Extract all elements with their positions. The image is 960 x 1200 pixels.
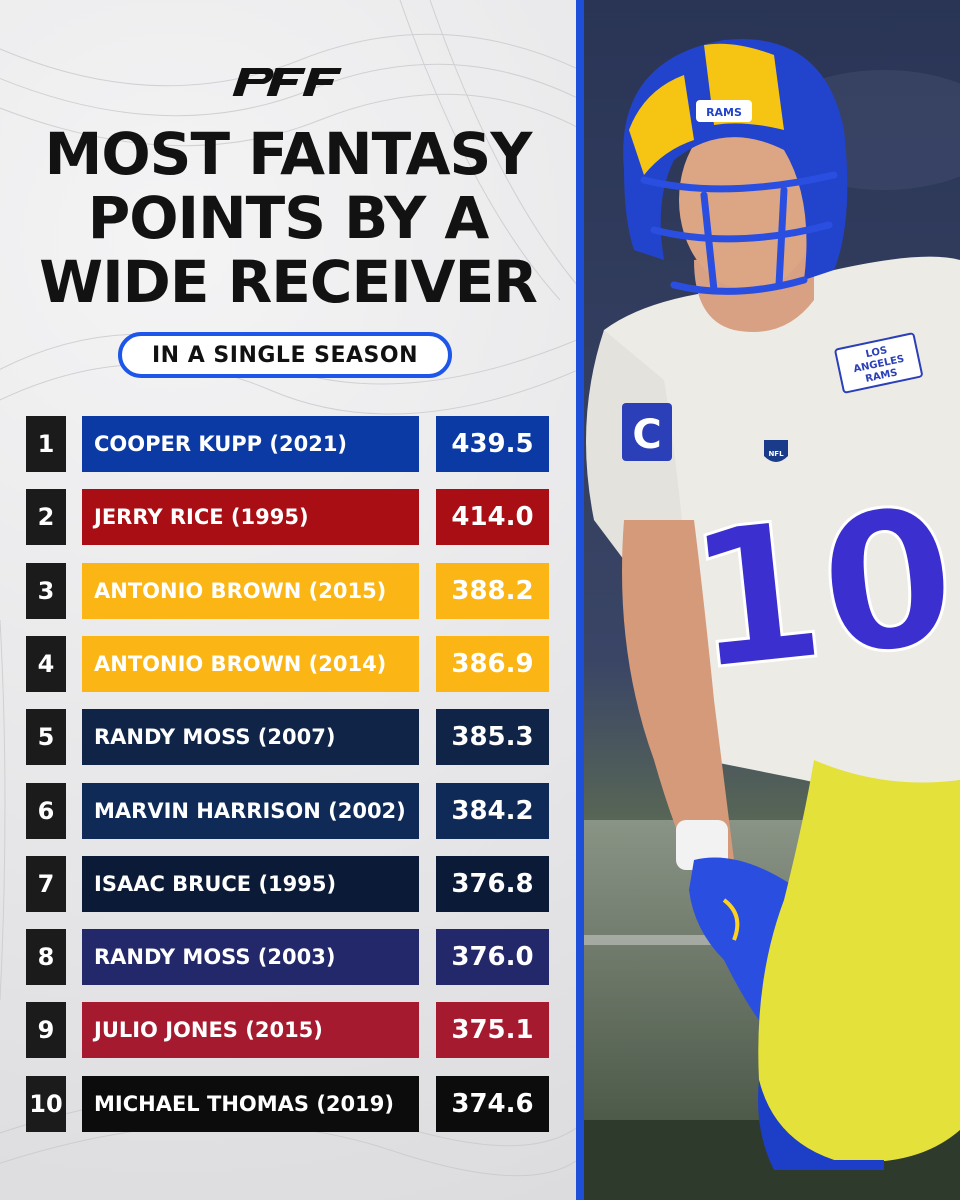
- rank-number: 6: [26, 783, 66, 839]
- leaderboard-row: 2 JERRY RICE (1995) 414.0: [26, 489, 550, 545]
- rank-number: 8: [26, 929, 66, 985]
- fantasy-points: 384.2: [436, 783, 549, 839]
- rank-number: 4: [26, 636, 66, 692]
- fantasy-points: 385.3: [436, 709, 549, 765]
- player-name: RANDY MOSS (2007): [82, 709, 419, 765]
- rank-number: 5: [26, 709, 66, 765]
- left-panel: MOST FANTASY POINTS BY A WIDE RECEIVER I…: [0, 0, 576, 1200]
- leaderboard-row: 10 MICHAEL THOMAS (2019) 374.6: [26, 1076, 550, 1132]
- chest-patch-line: LOS: [865, 345, 889, 360]
- player-name: ISAAC BRUCE (1995): [82, 856, 419, 912]
- fantasy-points: 376.0: [436, 929, 549, 985]
- subtitle-pill: IN A SINGLE SEASON: [118, 332, 452, 378]
- player-illustration: 10 C NFL LOS ANGELES RAMS RAMS: [584, 0, 960, 1200]
- pff-logo: [232, 68, 342, 96]
- leaderboard-row: 8 RANDY MOSS (2003) 376.0: [26, 929, 550, 985]
- fantasy-points: 439.5: [436, 416, 549, 472]
- player-name: MARVIN HARRISON (2002): [82, 783, 419, 839]
- helmet-badge: RAMS: [706, 106, 742, 119]
- fantasy-points: 388.2: [436, 563, 549, 619]
- rank-number: 10: [26, 1076, 66, 1132]
- fantasy-points: 376.8: [436, 856, 549, 912]
- rank-number: 1: [26, 416, 66, 472]
- leaderboard-row: 4 ANTONIO BROWN (2014) 386.9: [26, 636, 550, 692]
- leaderboard-row: 3 ANTONIO BROWN (2015) 388.2: [26, 563, 550, 619]
- player-photo: 10 C NFL LOS ANGELES RAMS RAMS: [584, 0, 960, 1200]
- headline: MOST FANTASY POINTS BY A WIDE RECEIVER: [0, 122, 576, 314]
- fantasy-points: 374.6: [436, 1076, 549, 1132]
- fantasy-points: 386.9: [436, 636, 549, 692]
- player-name: RANDY MOSS (2003): [82, 929, 419, 985]
- fantasy-points: 414.0: [436, 489, 549, 545]
- leaderboard-row: 7 ISAAC BRUCE (1995) 376.8: [26, 856, 550, 912]
- player-name: ANTONIO BROWN (2014): [82, 636, 419, 692]
- blue-divider: [576, 0, 584, 1200]
- nfl-shield: NFL: [768, 450, 784, 458]
- player-name: JERRY RICE (1995): [82, 489, 419, 545]
- leaderboard-row: 5 RANDY MOSS (2007) 385.3: [26, 709, 550, 765]
- headline-line: MOST FANTASY: [44, 120, 533, 188]
- player-name: MICHAEL THOMAS (2019): [82, 1076, 419, 1132]
- fantasy-points: 375.1: [436, 1002, 549, 1058]
- captain-patch: C: [632, 412, 661, 458]
- rank-number: 2: [26, 489, 66, 545]
- leaderboard-row: 6 MARVIN HARRISON (2002) 384.2: [26, 783, 550, 839]
- jersey-number: 10: [679, 466, 960, 713]
- headline-line: POINTS BY A: [87, 184, 490, 252]
- player-name: JULIO JONES (2015): [82, 1002, 419, 1058]
- rank-number: 9: [26, 1002, 66, 1058]
- player-name: ANTONIO BROWN (2015): [82, 563, 419, 619]
- leaderboard-row: 1 COOPER KUPP (2021) 439.5: [26, 416, 550, 472]
- rank-number: 7: [26, 856, 66, 912]
- rank-number: 3: [26, 563, 66, 619]
- player-name: COOPER KUPP (2021): [82, 416, 419, 472]
- leaderboard-row: 9 JULIO JONES (2015) 375.1: [26, 1002, 550, 1058]
- headline-line: WIDE RECEIVER: [39, 248, 538, 316]
